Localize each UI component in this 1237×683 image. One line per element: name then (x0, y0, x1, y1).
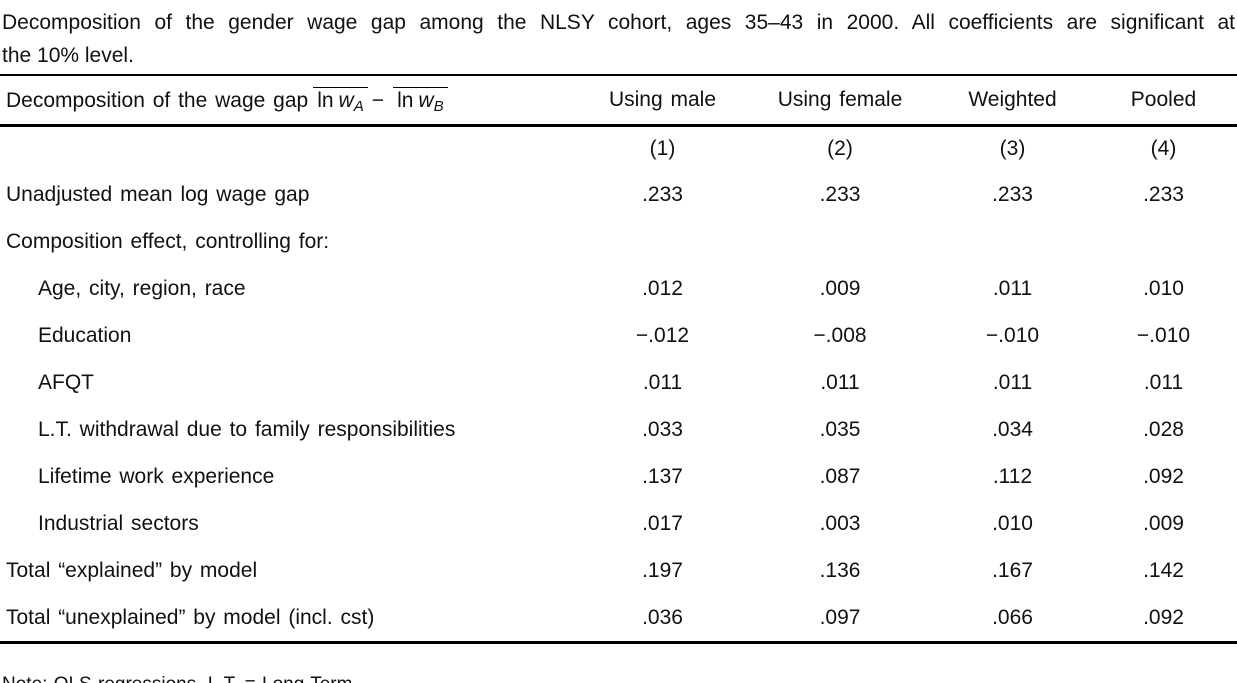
table-row: Industrial sectors .017 .003 .010 .009 (0, 500, 1237, 547)
value-cell (1090, 218, 1237, 265)
value-cell: .017 (642, 511, 683, 535)
value-cell: −.010 (1136, 323, 1191, 347)
value-cell: .011 (992, 370, 1033, 394)
value-cell: .034 (992, 417, 1033, 441)
table-caption: Decomposition of the gender wage gap amo… (0, 6, 1237, 72)
row-label: Composition effect, controlling for: (6, 229, 330, 253)
table-row: Composition effect, controlling for: (0, 218, 1237, 265)
table-note: Note: OLS regressions. L.T. = Long Term. (0, 674, 1237, 683)
value-cell: .197 (642, 558, 683, 582)
value-cell: .066 (992, 605, 1033, 629)
value-cell: −.010 (985, 323, 1040, 347)
value-cell: .137 (642, 464, 683, 488)
value-cell: .035 (819, 417, 861, 441)
value-cell: .011 (992, 276, 1033, 300)
math-ln: ln (317, 89, 334, 112)
value-cell: .142 (1143, 558, 1184, 582)
math-sub-A: A (353, 97, 364, 115)
table-header-row: Decomposition of the wage gap ln wA − ln wB U… (0, 75, 1237, 127)
empty-cell (0, 126, 580, 172)
row-label: Unadjusted mean log wage gap (6, 182, 310, 206)
value-cell: .112 (992, 464, 1033, 488)
value-cell: .087 (819, 464, 861, 488)
value-cell: .136 (819, 558, 861, 582)
table-row: Lifetime work experience .137 .087 .112 … (0, 453, 1237, 500)
column-header-using-male: Using male (580, 75, 745, 127)
row-label: Lifetime work experience (38, 464, 275, 488)
row-label: Industrial sectors (38, 511, 199, 535)
value-cell: .233 (642, 182, 683, 206)
value-cell (745, 218, 935, 265)
header-label-text: Decomposition of the wage gap (6, 89, 309, 112)
row-label: Education (38, 323, 132, 347)
value-cell: .167 (992, 558, 1033, 582)
column-number-2: (2) (827, 137, 853, 160)
math-ln: ln (397, 89, 414, 112)
value-cell: .009 (1143, 511, 1184, 535)
value-cell: .097 (819, 605, 861, 629)
value-cell: .011 (642, 370, 683, 394)
value-cell (580, 218, 745, 265)
row-label: AFQT (38, 370, 94, 394)
row-label: Age, city, region, race (38, 276, 246, 300)
value-cell: .233 (1143, 182, 1184, 206)
table-row: L.T. withdrawal due to family responsibi… (0, 406, 1237, 453)
value-cell: .092 (1143, 464, 1184, 488)
wage-gap-decomposition-table: Decomposition of the wage gap ln wA − ln wB U… (0, 74, 1237, 644)
value-cell: .028 (1143, 417, 1184, 441)
value-cell: .011 (1143, 370, 1184, 394)
row-label: Total “unexplained” by model (incl. cst) (6, 605, 375, 629)
value-cell: .092 (1143, 605, 1184, 629)
math-sub-B: B (433, 97, 444, 115)
value-cell: .012 (642, 276, 683, 300)
column-header-pooled: Pooled (1090, 75, 1237, 127)
table-row: Unadjusted mean log wage gap .233 .233 .… (0, 171, 1237, 218)
value-cell: .009 (819, 276, 861, 300)
value-cell (935, 218, 1090, 265)
value-cell: −.012 (635, 323, 690, 347)
value-cell: .010 (1143, 276, 1184, 300)
math-w: w (418, 89, 434, 112)
math-w: w (338, 89, 354, 112)
column-number-1: (1) (649, 137, 676, 160)
column-number-3: (3) (999, 137, 1026, 160)
overline-ln-wA: ln wA (313, 87, 368, 115)
row-label: Total “explained” by model (6, 558, 258, 582)
overline-ln-wB: ln wB (393, 87, 448, 115)
column-header-weighted: Weighted (935, 75, 1090, 127)
value-cell: .003 (819, 511, 861, 535)
row-label: L.T. withdrawal due to family responsibi… (38, 417, 456, 441)
caption-line-1: Decomposition of the gender wage gap amo… (2, 11, 1235, 34)
table-row: Education −.012 −.008 −.010 −.010 (0, 312, 1237, 359)
value-cell: −.008 (813, 323, 867, 347)
math-expression: ln wA − ln wB (308, 87, 448, 115)
column-number-4: (4) (1150, 137, 1177, 160)
minus-sign: − (371, 89, 385, 112)
caption-line-2: the 10% level. (2, 44, 134, 67)
header-row-label: Decomposition of the wage gap ln wA − ln wB (0, 75, 580, 127)
table-row: Total “unexplained” by model (incl. cst)… (0, 594, 1237, 643)
value-cell: .233 (992, 182, 1033, 206)
column-header-using-female: Using female (745, 75, 935, 127)
table-row: Age, city, region, race .012 .009 .011 .… (0, 265, 1237, 312)
value-cell: .036 (642, 605, 683, 629)
table-row: AFQT .011 .011 .011 .011 (0, 359, 1237, 406)
value-cell: .233 (819, 182, 861, 206)
value-cell: .011 (820, 370, 860, 394)
column-number-row: (1) (2) (3) (4) (0, 126, 1237, 172)
value-cell: .033 (642, 417, 683, 441)
value-cell: .010 (992, 511, 1033, 535)
table-row: Total “explained” by model .197 .136 .16… (0, 547, 1237, 594)
